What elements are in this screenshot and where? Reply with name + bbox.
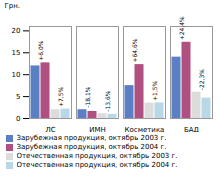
svg-text:Косметика: Косметика (125, 126, 165, 132)
svg-text:0: 0 (16, 115, 20, 123)
svg-text:20: 20 (12, 27, 21, 35)
svg-text:ЛС: ЛС (45, 126, 55, 132)
svg-text:-22,3%: -22,3% (198, 69, 205, 91)
html-text:Отечественная продукция, октяб: Отечественная продукция, октябрь 2003 г. (16, 152, 178, 160)
svg-text:+24,4%: +24,4% (178, 16, 185, 40)
svg-text:10: 10 (12, 71, 21, 79)
svg-text:Грн.: Грн. (5, 2, 21, 10)
svg-text:ИМН: ИМН (89, 126, 106, 132)
svg-text:-18,1%: -18,1% (84, 86, 91, 108)
svg-text:-13,6%: -13,6% (104, 90, 111, 112)
svg-text:15: 15 (12, 49, 21, 57)
svg-text:+64,6%: +64,6% (131, 38, 138, 62)
svg-text:БАД: БАД (184, 126, 200, 132)
html-text:Отечественная продукция, октяб: Отечественная продукция, октябрь 2004 г. (16, 161, 178, 169)
html-text:Зарубежная продукция, октябрь: Зарубежная продукция, октябрь 2004 г. (16, 143, 167, 151)
svg-text:+7,5%: +7,5% (57, 87, 64, 108)
html-text:Зарубежная продукция, октябрь: Зарубежная продукция, октябрь 2003 г. (16, 134, 167, 142)
svg-text:+1,5%: +1,5% (151, 80, 158, 101)
svg-text:5: 5 (16, 93, 20, 101)
svg-text:+6,0%: +6,0% (37, 40, 44, 61)
